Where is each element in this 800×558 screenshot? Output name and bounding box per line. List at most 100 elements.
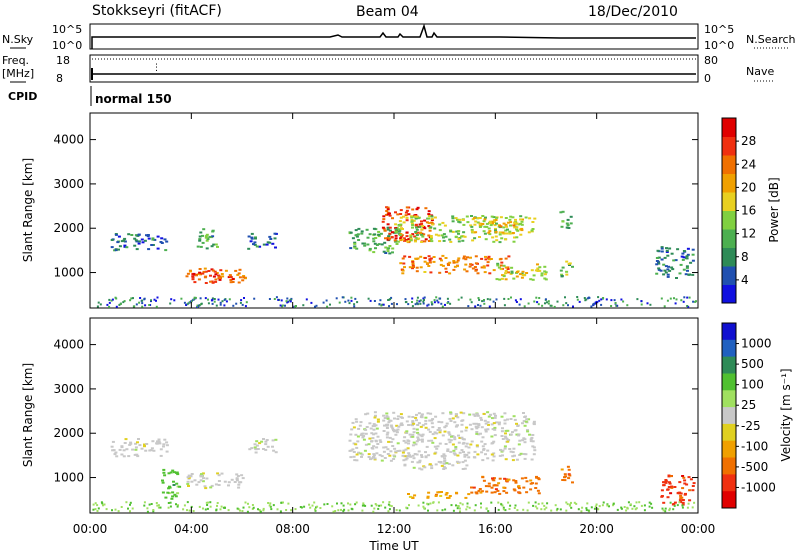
range-cell	[353, 241, 357, 244]
range-cell	[143, 445, 146, 448]
range-cell	[494, 230, 498, 233]
range-cell	[378, 303, 381, 306]
range-cell	[133, 453, 137, 456]
range-cell	[394, 234, 398, 237]
range-cell	[522, 453, 526, 455]
range-cell	[532, 453, 536, 456]
range-cell	[493, 224, 497, 227]
range-cell	[529, 438, 533, 441]
range-cell	[443, 426, 447, 429]
range-cell	[660, 247, 664, 250]
range-cell	[428, 261, 432, 264]
range-cell	[352, 426, 356, 429]
range-cell	[214, 273, 218, 276]
range-cell	[287, 300, 290, 303]
range-cell	[174, 495, 178, 498]
range-cell	[493, 221, 497, 224]
range-cell	[458, 221, 462, 224]
range-cell	[595, 300, 598, 303]
range-cell	[520, 229, 524, 232]
range-cell	[405, 457, 409, 460]
range-cell	[504, 432, 507, 435]
range-cell	[504, 270, 508, 272]
range-cell	[662, 263, 666, 266]
range-cell	[326, 305, 329, 308]
range-cell	[187, 485, 190, 487]
range-cell	[355, 233, 359, 236]
range-cell	[457, 240, 461, 243]
range-cell	[377, 233, 381, 236]
range-cell	[482, 230, 486, 233]
range-cell	[108, 305, 111, 308]
range-cell	[504, 458, 508, 461]
range-cell	[183, 504, 186, 507]
range-cell	[364, 504, 367, 507]
range-cell	[186, 272, 190, 275]
range-cell	[411, 420, 415, 423]
range-cell	[567, 262, 571, 265]
range-cell	[429, 238, 433, 241]
range-cell	[131, 448, 135, 451]
range-cell	[615, 304, 618, 307]
range-cell	[512, 224, 516, 227]
range-cell	[502, 508, 505, 511]
range-cell	[567, 473, 571, 476]
range-cell	[560, 275, 564, 277]
range-cell	[411, 263, 415, 266]
range-cell	[260, 440, 264, 443]
range-cell	[441, 264, 445, 267]
range-cell	[237, 508, 240, 511]
colorbar-swatch	[722, 457, 736, 475]
range-cell	[395, 431, 399, 434]
range-cell	[486, 428, 490, 431]
range-cell	[148, 503, 151, 506]
range-cell	[688, 489, 692, 492]
range-cell	[114, 451, 118, 454]
range-cell	[448, 261, 452, 264]
range-cell	[414, 217, 418, 220]
range-cell	[119, 303, 122, 305]
range-cell	[463, 235, 467, 238]
range-cell	[134, 446, 138, 449]
range-cell	[429, 271, 433, 274]
range-cell	[446, 450, 450, 452]
range-cell	[143, 239, 147, 242]
range-cell	[256, 448, 260, 450]
range-cell	[556, 300, 559, 303]
range-cell	[219, 277, 222, 279]
range-cell	[664, 479, 668, 481]
range-cell	[370, 504, 373, 507]
range-cell	[386, 448, 390, 451]
range-cell	[504, 217, 508, 219]
range-cell	[580, 510, 583, 513]
range-cell	[686, 296, 689, 299]
range-cell	[469, 263, 473, 266]
range-cell	[487, 510, 490, 513]
range-cell	[454, 425, 458, 428]
range-cell	[673, 297, 675, 300]
range-cell	[190, 480, 194, 483]
range-cell	[191, 276, 195, 279]
range-cell	[488, 258, 491, 261]
range-cell	[449, 411, 453, 414]
range-cell	[411, 496, 414, 499]
range-cell	[490, 423, 494, 426]
range-cell	[481, 459, 485, 462]
range-cell	[414, 223, 418, 226]
range-cell	[162, 445, 165, 448]
range-cell	[549, 304, 552, 307]
range-cell	[600, 298, 603, 301]
range-cell	[197, 481, 201, 484]
range-cell	[452, 509, 455, 512]
range-cell	[460, 430, 464, 433]
range-cell	[390, 505, 393, 508]
range-cell	[147, 248, 151, 251]
range-cell	[382, 218, 386, 221]
freq-label-1: Freq.	[2, 54, 29, 67]
range-cell	[395, 424, 399, 427]
range-cell	[516, 424, 520, 427]
range-cell	[334, 510, 337, 512]
range-cell	[115, 455, 119, 458]
range-cell	[451, 220, 455, 223]
range-cell	[509, 224, 512, 227]
